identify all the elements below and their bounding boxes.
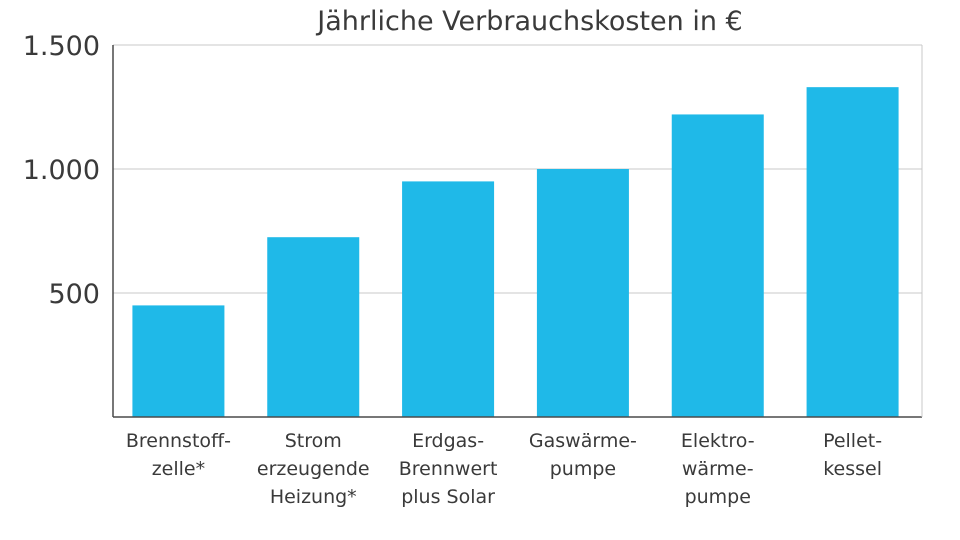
axes: [112, 45, 923, 418]
bar: [267, 237, 360, 417]
chart-title: Jährliche Verbrauchskosten in €: [315, 6, 742, 37]
bar: [402, 181, 495, 417]
x-tick-label: Strom erzeugende Heizung*: [257, 430, 370, 508]
y-tick-label: 1.000: [23, 155, 100, 186]
y-tick-labels: 500 1.000 1.500: [23, 31, 100, 310]
x-tick-labels: Brennstoff-zelle* Strom erzeugende Heizung*…: [126, 430, 882, 508]
gridlines: [113, 44, 922, 294]
x-tick-label: Pellet-kessel: [823, 430, 882, 480]
bar: [671, 114, 764, 417]
x-tick-label: Erdgas-Brennwert plus Solar: [399, 430, 498, 508]
bar: [806, 87, 899, 417]
y-tick-label: 500: [48, 279, 100, 310]
x-tick-label: Elektro-wärme-pumpe: [681, 430, 755, 508]
bars: [132, 87, 899, 417]
bar: [536, 169, 629, 417]
bar: [132, 305, 225, 417]
x-tick-label: Brennstoff-zelle*: [126, 430, 231, 480]
y-tick-label: 1.500: [23, 31, 100, 62]
x-tick-label: Gaswärme-pumpe: [529, 430, 637, 480]
